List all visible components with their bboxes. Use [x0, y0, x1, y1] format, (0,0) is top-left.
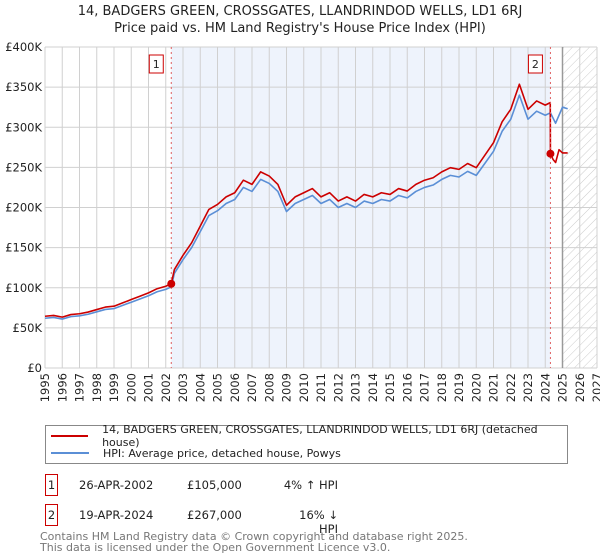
- sale-point: [546, 149, 555, 158]
- sale-point: [167, 279, 176, 288]
- x-tick-label: 2009: [280, 373, 294, 402]
- x-tick-label: 1997: [73, 373, 87, 402]
- y-tick-label: £0: [27, 361, 42, 375]
- x-tick-label: 2014: [366, 373, 380, 402]
- x-tick-label: 2011: [314, 373, 328, 402]
- x-tick-label: 2002: [159, 373, 173, 402]
- x-tick-label: 2015: [383, 373, 397, 402]
- transaction-date: 19-APR-2024: [79, 508, 154, 522]
- sale-label-box: [148, 54, 164, 74]
- y-tick-label: £350K: [5, 80, 42, 94]
- chart-title-line2: Price paid vs. HM Land Registry's House …: [114, 21, 486, 36]
- x-tick-label: 2003: [176, 373, 190, 402]
- x-tick-label: 2026: [573, 373, 587, 402]
- x-tick-label: 1999: [107, 373, 121, 402]
- transaction-price: £267,000: [187, 508, 242, 522]
- x-tick-label: 2017: [418, 373, 432, 402]
- x-tick-label: 2001: [142, 373, 156, 402]
- sale-label: 1: [153, 58, 160, 71]
- legend-label-hpi: HPI: Average price, detached house, Powy…: [103, 446, 341, 460]
- x-tick-label: 1995: [38, 373, 52, 402]
- legend-swatch-property: [51, 435, 89, 437]
- price-chart: 1995 1996 1997 1998 1999 2000 2001 2002 2003 2004…: [5, 40, 600, 402]
- y-tick-label: £250K: [5, 160, 42, 174]
- x-tick-label: 2016: [400, 373, 414, 402]
- x-tick-label: 2004: [193, 373, 207, 402]
- transaction-marker: 2: [45, 504, 58, 526]
- x-tick-label: 1996: [55, 373, 69, 402]
- transaction-hpi: 16% ↓ HPI: [299, 508, 338, 536]
- x-tick-label: 2006: [228, 373, 242, 402]
- x-tick-label: 2010: [297, 373, 311, 402]
- x-tick-label: 1998: [90, 373, 104, 402]
- y-tick-label: £200K: [5, 201, 42, 215]
- legend-item-property: 14, BADGERS GREEN, CROSSGATES, LLANDRIND…: [46, 423, 567, 449]
- transaction-row: 2 19-APR-2024 £267,000 16% ↓ HPI: [45, 504, 445, 536]
- x-tick-label: 2025: [556, 373, 570, 402]
- x-tick-label: 2027: [590, 373, 600, 402]
- legend-label-property: 14, BADGERS GREEN, CROSSGATES, LLANDRIND…: [102, 423, 538, 449]
- x-tick-label: 2013: [349, 373, 363, 402]
- x-tick-label: 2007: [245, 373, 259, 402]
- x-tick-label: 2005: [211, 373, 225, 402]
- x-tick-label: 2018: [435, 373, 449, 402]
- legend-swatch-hpi: [51, 452, 89, 454]
- sale-label: 2: [532, 58, 539, 71]
- y-tick-label: £400K: [5, 40, 42, 54]
- transaction-price: £105,000: [187, 478, 242, 492]
- y-tick-label: £50K: [13, 321, 43, 335]
- legend: 14, BADGERS GREEN, CROSSGATES, LLANDRIND…: [45, 423, 568, 464]
- series-line-hpi: [44, 94, 568, 320]
- x-tick-label: 2020: [469, 373, 483, 402]
- x-tick-label: 2024: [538, 373, 552, 402]
- y-tick-label: £300K: [5, 120, 42, 134]
- x-tick-label: 2023: [521, 373, 535, 402]
- footer-copyright: Contains HM Land Registry data © Crown c…: [40, 530, 468, 543]
- x-tick-label: 2022: [504, 373, 518, 402]
- transaction-row: 1 26-APR-2002 £105,000 4% ↑ HPI: [45, 474, 445, 496]
- y-tick-label: £150K: [5, 241, 42, 255]
- x-tick-label: 2021: [487, 373, 501, 402]
- transaction-date: 26-APR-2002: [79, 478, 154, 492]
- transaction-hpi: 4% ↑ HPI: [283, 478, 338, 492]
- footer-licence: This data is licensed under the Open Gov…: [40, 541, 391, 554]
- x-tick-label: 2008: [262, 373, 276, 402]
- y-tick-label: £100K: [5, 281, 42, 295]
- chart-title-line1: 14, BADGERS GREEN, CROSSGATES, LLANDRIND…: [77, 4, 523, 19]
- x-tick-label: 2000: [124, 373, 138, 402]
- x-tick-label: 2019: [452, 373, 466, 402]
- series-line-property: [44, 83, 568, 318]
- legend-item-hpi: HPI: Average price, detached house, Powy…: [46, 445, 341, 461]
- x-tick-label: 2012: [331, 373, 345, 402]
- sale-label-box: [527, 54, 543, 74]
- transaction-marker: 1: [45, 474, 58, 496]
